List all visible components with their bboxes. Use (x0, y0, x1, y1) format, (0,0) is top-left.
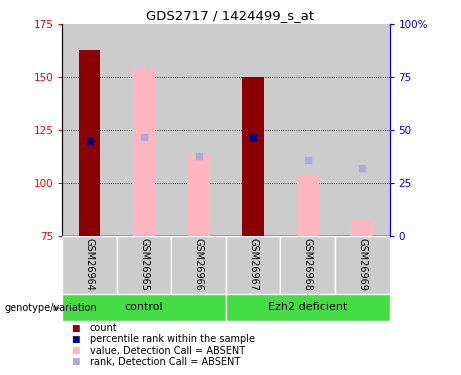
FancyBboxPatch shape (226, 236, 280, 294)
Bar (242, 77, 264, 236)
Text: GDS2717 / 1424499_s_at: GDS2717 / 1424499_s_at (147, 9, 314, 22)
Point (304, 157, 311, 163)
Text: GSM26966: GSM26966 (194, 238, 204, 291)
Text: Ezh2 deficient: Ezh2 deficient (268, 303, 348, 312)
Text: GSM26969: GSM26969 (357, 238, 367, 291)
FancyBboxPatch shape (335, 236, 390, 294)
Bar (78, 50, 100, 236)
Bar (280, 24, 335, 236)
Bar (188, 156, 209, 236)
Bar (133, 67, 155, 236)
Bar (351, 219, 373, 236)
FancyBboxPatch shape (280, 236, 335, 294)
Text: genotype/variation: genotype/variation (5, 303, 97, 313)
Bar (171, 24, 226, 236)
Text: control: control (125, 303, 163, 312)
FancyBboxPatch shape (171, 236, 226, 294)
Text: ■: ■ (71, 357, 80, 366)
Text: GSM26968: GSM26968 (303, 238, 313, 291)
Text: ■: ■ (71, 346, 80, 355)
Bar (297, 175, 319, 236)
FancyBboxPatch shape (117, 236, 171, 294)
Text: GSM26965: GSM26965 (139, 238, 149, 291)
Bar (226, 24, 280, 236)
Point (359, 165, 366, 171)
Point (86, 138, 93, 144)
Point (249, 134, 257, 140)
Text: GSM26967: GSM26967 (248, 238, 258, 291)
Bar (335, 24, 390, 236)
Text: GSM26964: GSM26964 (84, 238, 95, 291)
Bar (117, 24, 171, 236)
Point (140, 134, 148, 140)
FancyBboxPatch shape (62, 236, 117, 294)
Point (195, 153, 202, 159)
Text: ■: ■ (71, 335, 80, 344)
FancyBboxPatch shape (226, 294, 390, 321)
Text: value, Detection Call = ABSENT: value, Detection Call = ABSENT (90, 346, 245, 355)
Text: rank, Detection Call = ABSENT: rank, Detection Call = ABSENT (90, 357, 240, 367)
Text: ■: ■ (71, 324, 80, 333)
Bar (62, 24, 117, 236)
Text: percentile rank within the sample: percentile rank within the sample (90, 334, 255, 344)
Text: count: count (90, 323, 118, 333)
FancyBboxPatch shape (62, 294, 226, 321)
